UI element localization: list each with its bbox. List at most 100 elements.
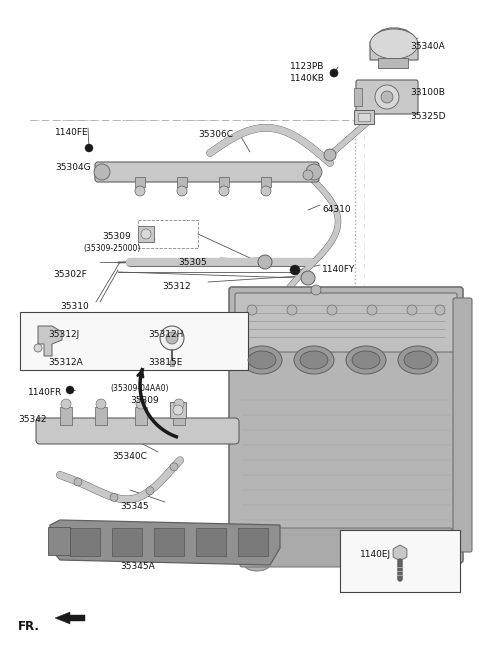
- Circle shape: [327, 305, 337, 315]
- Text: 35309: 35309: [102, 232, 131, 241]
- Bar: [354, 88, 362, 106]
- Ellipse shape: [248, 351, 276, 369]
- FancyBboxPatch shape: [235, 293, 457, 352]
- Circle shape: [303, 170, 313, 180]
- Ellipse shape: [346, 346, 386, 374]
- FancyBboxPatch shape: [356, 80, 418, 114]
- Bar: [135, 177, 145, 187]
- Text: 35302F: 35302F: [53, 270, 87, 279]
- Text: 35312H: 35312H: [148, 330, 183, 339]
- Text: 35340C: 35340C: [112, 452, 147, 461]
- FancyBboxPatch shape: [453, 298, 472, 552]
- Bar: [48, 527, 70, 555]
- Text: 33100B: 33100B: [410, 88, 445, 97]
- Bar: [261, 177, 271, 187]
- Circle shape: [219, 186, 229, 196]
- Circle shape: [367, 305, 377, 315]
- Circle shape: [301, 271, 315, 285]
- Circle shape: [136, 399, 146, 409]
- Circle shape: [247, 305, 257, 315]
- Text: 1140FR: 1140FR: [28, 388, 62, 397]
- Bar: [138, 226, 154, 242]
- Bar: [378, 58, 408, 68]
- Circle shape: [135, 186, 145, 196]
- Bar: [60, 407, 72, 425]
- Circle shape: [375, 85, 399, 109]
- Text: 35310: 35310: [60, 302, 89, 311]
- Circle shape: [85, 144, 93, 152]
- Circle shape: [324, 149, 336, 161]
- Polygon shape: [370, 28, 418, 60]
- Bar: [177, 177, 187, 187]
- Text: 35304G: 35304G: [55, 163, 91, 172]
- Circle shape: [258, 255, 272, 269]
- Circle shape: [311, 285, 321, 295]
- Text: 35312A: 35312A: [48, 358, 83, 367]
- Circle shape: [290, 265, 300, 275]
- Text: 35345: 35345: [120, 502, 149, 511]
- Circle shape: [306, 164, 322, 180]
- Text: (35309-25000): (35309-25000): [83, 244, 140, 253]
- Circle shape: [173, 405, 183, 415]
- Circle shape: [381, 91, 393, 103]
- Circle shape: [407, 305, 417, 315]
- Ellipse shape: [404, 351, 432, 369]
- Text: 35325D: 35325D: [410, 112, 445, 121]
- Circle shape: [61, 399, 71, 409]
- Text: 35340A: 35340A: [410, 42, 445, 51]
- Text: 35306C: 35306C: [198, 130, 233, 139]
- Circle shape: [177, 186, 187, 196]
- Ellipse shape: [370, 29, 418, 59]
- Ellipse shape: [244, 559, 269, 571]
- Bar: [95, 407, 107, 425]
- Circle shape: [94, 164, 110, 180]
- Text: 1140FY: 1140FY: [322, 265, 355, 274]
- Bar: [358, 113, 370, 121]
- Circle shape: [96, 399, 106, 409]
- Bar: [340, 530, 460, 592]
- Circle shape: [160, 326, 184, 350]
- Text: 1140FE: 1140FE: [55, 128, 89, 137]
- FancyBboxPatch shape: [95, 162, 319, 182]
- Bar: [138, 220, 198, 248]
- Ellipse shape: [352, 351, 380, 369]
- FancyBboxPatch shape: [36, 418, 239, 444]
- FancyBboxPatch shape: [240, 528, 452, 567]
- Ellipse shape: [398, 346, 438, 374]
- Bar: [135, 407, 147, 425]
- Text: 1123PB: 1123PB: [290, 62, 324, 71]
- Bar: [219, 177, 229, 187]
- Polygon shape: [50, 520, 280, 565]
- Bar: [238, 528, 268, 556]
- Circle shape: [261, 186, 271, 196]
- Text: 33815E: 33815E: [148, 358, 182, 367]
- Bar: [354, 110, 374, 124]
- Text: 1140EJ: 1140EJ: [360, 550, 391, 559]
- Circle shape: [435, 305, 445, 315]
- Bar: [173, 407, 185, 425]
- Bar: [154, 528, 184, 556]
- Circle shape: [34, 344, 42, 352]
- Polygon shape: [55, 612, 85, 624]
- Text: 1140KB: 1140KB: [290, 74, 325, 83]
- Ellipse shape: [294, 346, 334, 374]
- Bar: [196, 528, 226, 556]
- Circle shape: [66, 386, 74, 394]
- Text: 35309: 35309: [130, 396, 159, 405]
- Polygon shape: [38, 326, 62, 356]
- FancyBboxPatch shape: [229, 287, 463, 563]
- Text: FR.: FR.: [18, 620, 40, 633]
- Text: (35309-04AA0): (35309-04AA0): [110, 384, 168, 393]
- Text: 64310: 64310: [322, 205, 350, 214]
- Ellipse shape: [300, 351, 328, 369]
- Bar: [112, 528, 142, 556]
- Text: 35345A: 35345A: [120, 562, 155, 571]
- Text: 35305: 35305: [178, 258, 207, 267]
- Circle shape: [110, 493, 118, 501]
- Circle shape: [146, 487, 154, 495]
- Bar: [170, 402, 186, 418]
- Text: 35312J: 35312J: [48, 330, 79, 339]
- Circle shape: [141, 229, 151, 239]
- Bar: [70, 528, 100, 556]
- Bar: [170, 360, 174, 366]
